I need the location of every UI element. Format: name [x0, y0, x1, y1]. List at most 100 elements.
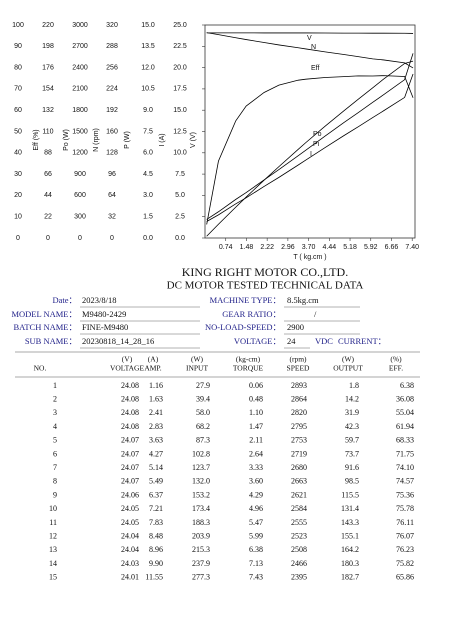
table-cell: 24.08 — [121, 381, 139, 390]
table-cell: 24.05 — [121, 518, 139, 527]
table-cell: 1.47 — [249, 422, 263, 431]
y-tick-label: 15.0 — [141, 22, 155, 29]
table-cell: 13 — [49, 545, 57, 554]
x-tick-label: 3.70 — [302, 244, 316, 251]
table-cell: 76.23 — [396, 545, 414, 554]
table-cell: 5.14 — [149, 463, 163, 472]
table-cell: 2508 — [291, 545, 307, 554]
company-name: KING RIGHT MOTOR CO.,LTD. — [182, 265, 348, 279]
table-cell: 76.11 — [396, 518, 414, 527]
y-tick-label: 0.0 — [175, 235, 185, 242]
table-cell: 2584 — [291, 504, 307, 513]
y-tick-label: 100 — [12, 22, 24, 29]
y-tick-label: 32 — [108, 214, 116, 221]
info-label: VOLTAGE： — [234, 336, 281, 346]
table-cell: 24.04 — [121, 545, 139, 554]
y-tick-label: 0 — [16, 235, 20, 242]
axis-label: I (A) — [159, 133, 166, 146]
y-tick-label: 2.5 — [175, 214, 185, 221]
y-tick-label: 10.0 — [173, 150, 187, 157]
y-tick-label: 10.5 — [141, 86, 155, 93]
y-tick-label: 0.0 — [143, 235, 153, 242]
table-cell: 74.57 — [396, 477, 414, 486]
table-cell: 61.94 — [396, 422, 414, 431]
table-cell: 5 — [53, 436, 57, 445]
y-tick-label: 224 — [106, 86, 118, 93]
table-cell: 59.7 — [345, 436, 359, 445]
table-cell: 2.83 — [149, 422, 163, 431]
x-tick-label: 0.74 — [219, 244, 233, 251]
info-value: 20230818_14_28_16 — [82, 336, 154, 346]
y-tick-label: 1800 — [72, 107, 88, 114]
table-cell: 58.0 — [196, 408, 210, 417]
table-cell: 277.3 — [192, 573, 210, 582]
curve-label: Eff — [311, 65, 319, 72]
table-cell: 11 — [49, 518, 57, 527]
table-cell: 12 — [49, 532, 57, 541]
x-tick-label: 1.48 — [240, 244, 254, 251]
series-line — [206, 75, 414, 225]
column-name: OUTPUT — [333, 364, 363, 373]
table-cell: 6.38 — [249, 545, 263, 554]
y-tick-label: 198 — [42, 43, 54, 50]
curve-label: N — [311, 44, 316, 51]
table-cell: 180.3 — [341, 559, 359, 568]
y-tick-label: 1500 — [72, 128, 88, 135]
info-unit: VDC — [315, 336, 333, 346]
y-tick-label: 5.0 — [175, 192, 185, 199]
y-tick-label: 600 — [74, 192, 86, 199]
y-tick-label: 160 — [106, 128, 118, 135]
table-cell: 0.06 — [249, 381, 263, 390]
table-cell: 2395 — [291, 573, 307, 582]
info-label: BATCH NAME： — [13, 322, 77, 332]
table-cell: 76.07 — [396, 532, 414, 541]
info-extra: CURRENT： — [338, 336, 386, 346]
table-cell: 68.2 — [196, 422, 210, 431]
table-cell: 4.29 — [249, 490, 263, 499]
x-tick-label: 4.44 — [323, 244, 337, 251]
y-tick-label: 88 — [44, 150, 52, 157]
y-tick-label: 80 — [14, 64, 22, 71]
curve-label: Po — [313, 131, 322, 138]
table-cell: 8.96 — [149, 545, 163, 554]
x-tick-label: 5.92 — [364, 244, 378, 251]
table-cell: 68.33 — [396, 436, 414, 445]
y-tick-label: 0 — [78, 235, 82, 242]
info-label: Date： — [52, 295, 77, 305]
table-cell: 74.10 — [396, 463, 414, 472]
table-cell: 1 — [53, 381, 57, 390]
table-cell: 3.60 — [249, 477, 263, 486]
info-label: NO-LOAD-SPEED： — [205, 322, 281, 332]
y-tick-label: 90 — [14, 43, 22, 50]
series-line — [206, 32, 414, 34]
table-cell: 2555 — [291, 518, 307, 527]
table-cell: 7.43 — [249, 573, 263, 582]
y-tick-label: 9.0 — [143, 107, 153, 114]
y-tick-label: 60 — [14, 107, 22, 114]
y-tick-label: 96 — [108, 171, 116, 178]
info-label: MACHINE TYPE： — [210, 295, 281, 305]
table-cell: 5.47 — [249, 518, 263, 527]
table-cell: 6 — [53, 449, 57, 458]
y-tick-label: 12.5 — [173, 128, 187, 135]
table-cell: 5.49 — [149, 477, 163, 486]
table-cell: 6.38 — [400, 381, 414, 390]
table-cell: 24.07 — [121, 477, 139, 486]
table-cell: 7.21 — [149, 504, 163, 513]
table-cell: 14 — [49, 559, 57, 568]
column-name: TORQUE — [233, 364, 264, 373]
info-label: SUB NAME： — [25, 336, 77, 346]
column-name: NO. — [34, 364, 47, 373]
table-cell: 87.3 — [196, 436, 210, 445]
table-cell: 0.48 — [249, 395, 263, 404]
table-cell: 2.41 — [149, 408, 163, 417]
table-cell: 75.36 — [396, 490, 414, 499]
axis-label: Po (W) — [63, 129, 70, 151]
column-unit: (kg-cm) — [236, 355, 261, 364]
column-unit: (W) — [342, 355, 355, 364]
table-cell: 3.33 — [249, 463, 263, 472]
x-tick-label: 6.66 — [385, 244, 399, 251]
axis-label: Eff (%) — [33, 129, 40, 150]
column-unit: (A) — [148, 355, 159, 364]
y-tick-label: 7.5 — [175, 171, 185, 178]
